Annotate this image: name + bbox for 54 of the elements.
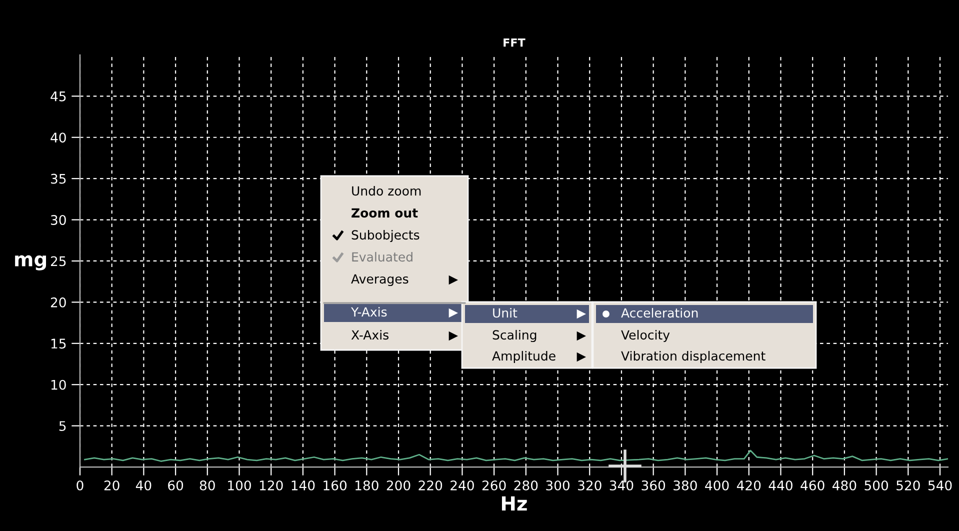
annotation: Acceleration <box>621 308 698 318</box>
y-tick-label: 5 <box>59 421 66 432</box>
x-tick-label: 400 <box>705 480 729 490</box>
annotation: Y-Axis <box>350 306 387 317</box>
line-series <box>84 450 948 462</box>
x-tick-label: 280 <box>514 480 538 490</box>
x-tick-label: 80 <box>200 480 215 490</box>
x-tick-label: 480 <box>832 480 856 490</box>
x-tick-label: 380 <box>674 480 697 490</box>
annotation: Averages <box>351 274 408 286</box>
y-tick-label: 25 <box>50 256 66 266</box>
y-tick-label: 20 <box>50 297 66 308</box>
annotation: Subobjects <box>352 230 420 242</box>
annotation: Zoom out <box>352 208 418 218</box>
annotation: Undo zoom <box>352 186 421 196</box>
x-tick-label: 460 <box>800 480 824 490</box>
x-tick-label: 40 <box>136 480 152 490</box>
x-tick-label: 260 <box>482 480 506 490</box>
x-tick-label: 160 <box>324 480 347 490</box>
x-tick-label: 100 <box>228 480 251 490</box>
x-tick-label: 140 <box>292 480 315 490</box>
x-tick-label: 420 <box>736 480 761 490</box>
x-tick-label: 440 <box>768 480 792 490</box>
x-tick-label: 520 <box>896 480 920 490</box>
x-tick-label: 240 <box>450 480 474 490</box>
x-tick-label: 180 <box>356 480 378 490</box>
x-tick-label: 320 <box>578 480 602 490</box>
y-tick-label: 10 <box>51 380 66 390</box>
annotation: Amplitude <box>492 350 556 364</box>
x-tick-label: 0 <box>76 480 84 490</box>
x-tick-label: 500 <box>864 480 888 490</box>
y-tick-label: 15 <box>51 338 66 349</box>
x-tick-label: 120 <box>260 480 283 490</box>
annotation: Evaluated <box>352 252 412 262</box>
x-tick-label: 360 <box>642 480 666 490</box>
x-tick-label: 60 <box>168 480 184 490</box>
x-tick-label: 200 <box>386 480 410 490</box>
x-axis-title: Hz <box>502 496 527 511</box>
y-axis-title: mg <box>15 255 46 270</box>
x-tick-label: 540 <box>928 480 952 490</box>
y-tick-label: 40 <box>50 132 66 143</box>
annotation: Unit <box>493 308 518 318</box>
y-tick-label: 30 <box>51 215 66 225</box>
y-tick-label: 45 <box>50 92 66 102</box>
annotation: Velocity <box>621 330 670 342</box>
annotation: Scaling <box>492 330 536 342</box>
chart-title: FFT <box>504 38 526 47</box>
annotation: X-Axis <box>351 330 388 340</box>
x-tick-label: 300 <box>546 480 570 490</box>
annotation: Vibration displacement <box>621 350 766 364</box>
y-tick-label: 35 <box>51 174 66 184</box>
x-tick-label: 220 <box>418 480 442 490</box>
x-tick-label: 20 <box>104 480 120 490</box>
x-tick-label: 340 <box>610 480 634 490</box>
